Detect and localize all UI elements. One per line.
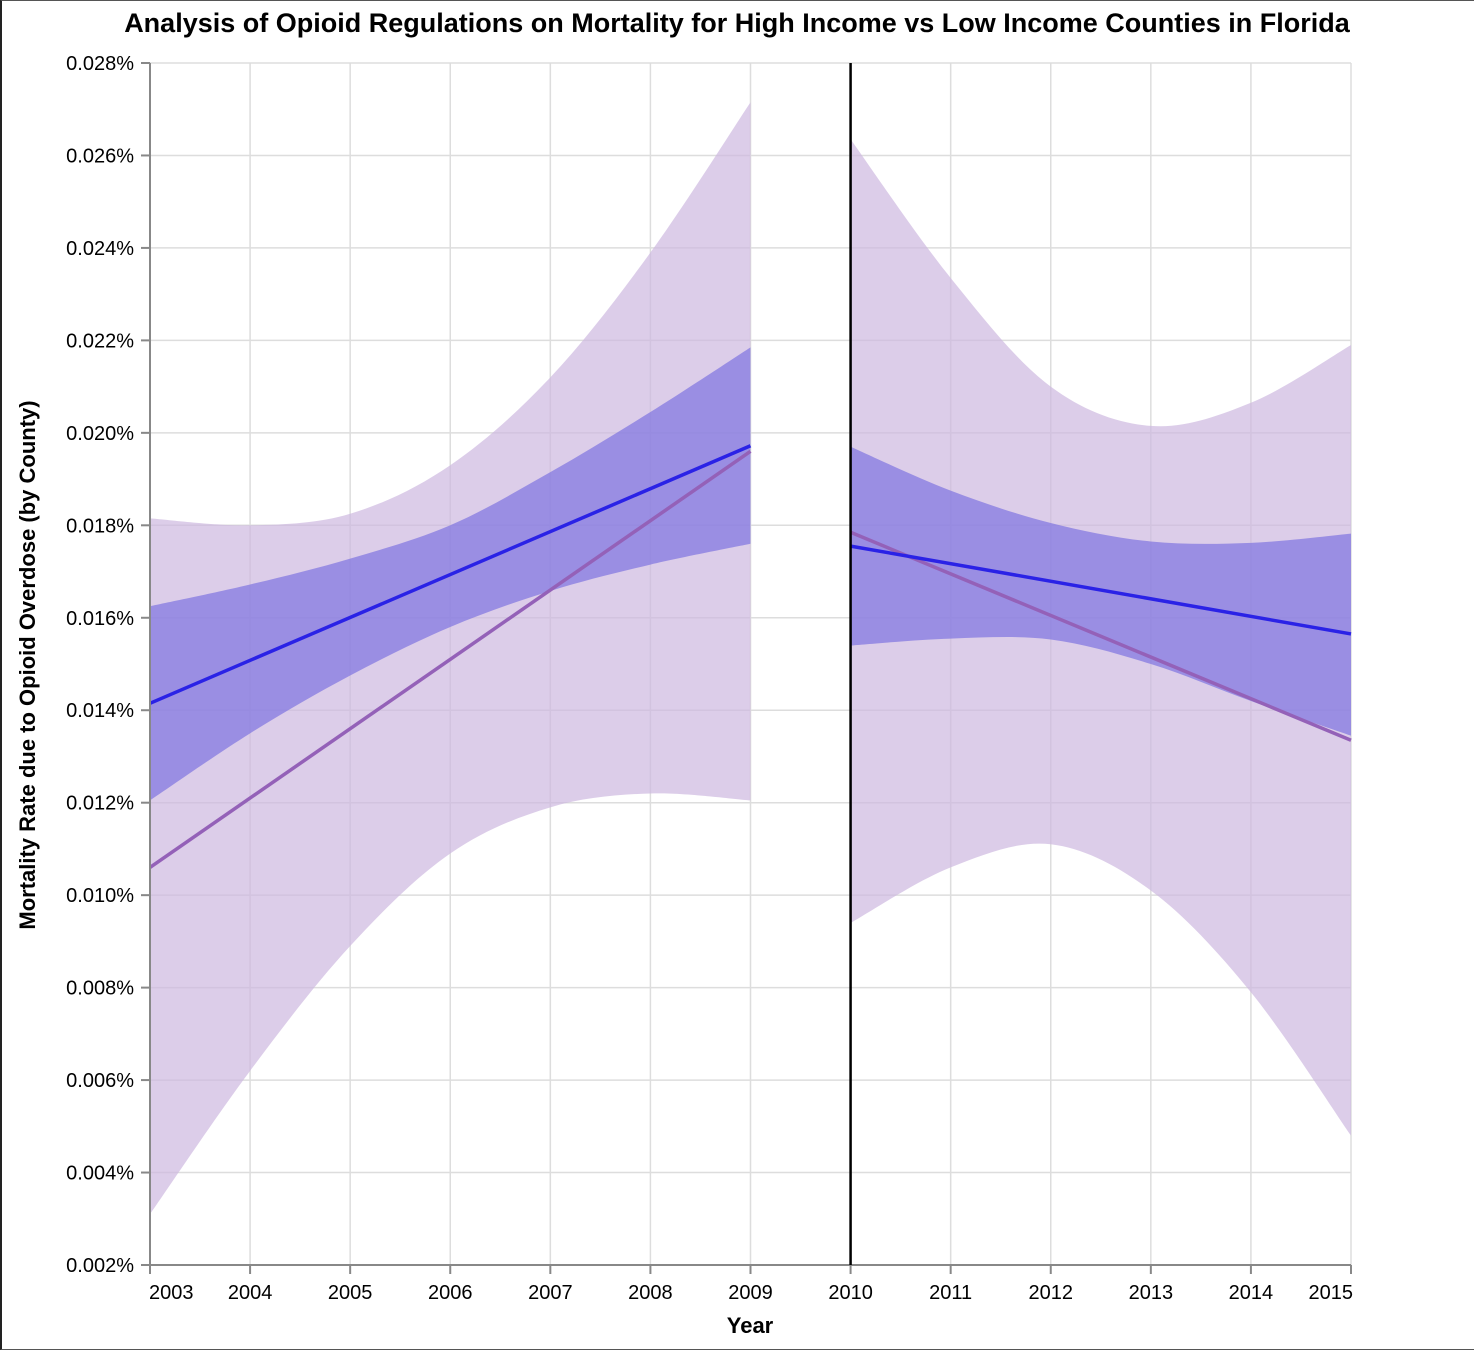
y-tick-label: 0.018% <box>66 515 134 537</box>
y-tick-label: 0.002% <box>66 1255 134 1277</box>
y-tick-label: 0.012% <box>66 793 134 815</box>
x-tick-label: 2006 <box>428 1282 473 1304</box>
purple-trend-line <box>849 530 1352 742</box>
x-tick-label: 2007 <box>528 1282 573 1304</box>
y-axis-ticks: 0.002% 0.004% 0.006% 0.008% 0.010% 0.012% 0.01… <box>66 53 150 1277</box>
x-tick-label: 2005 <box>328 1282 373 1304</box>
x-tick-label: 2010 <box>828 1282 873 1304</box>
chart-title: Analysis of Opioid Regulations on Mortal… <box>124 8 1350 38</box>
x-tick-label: 2012 <box>1029 1282 1074 1304</box>
y-tick-label: 0.022% <box>66 330 134 352</box>
y-tick-label: 0.004% <box>66 1163 134 1185</box>
y-tick-label: 0.008% <box>66 978 134 1000</box>
x-axis-ticks: 2003 2004 2005 2006 2007 2008 2009 2010 2011 2012… <box>149 1265 1353 1304</box>
x-axis-label: Year <box>726 1313 774 1338</box>
y-tick-label: 0.026% <box>66 145 134 167</box>
y-tick-label: 0.020% <box>66 423 134 445</box>
y-tick-label: 0.024% <box>66 238 134 260</box>
y-tick-label: 0.016% <box>66 608 134 630</box>
blue-trend-line <box>850 544 1352 636</box>
x-tick-label: 2009 <box>728 1282 773 1304</box>
x-tick-label: 2015 <box>1309 1282 1354 1304</box>
blue-trend-line <box>149 444 752 705</box>
trend-lines <box>149 444 1352 869</box>
purple-trend-line <box>149 449 752 869</box>
x-tick-label: 2008 <box>628 1282 673 1304</box>
y-tick-label: 0.028% <box>66 53 134 75</box>
y-tick-label: 0.014% <box>66 700 134 722</box>
x-tick-label: 2013 <box>1129 1282 1174 1304</box>
y-axis-label: Mortality Rate due to Opioid Overdose (b… <box>15 400 40 930</box>
x-tick-label: 2003 <box>149 1282 194 1304</box>
x-tick-label: 2014 <box>1229 1282 1274 1304</box>
x-tick-label: 2004 <box>228 1282 273 1304</box>
x-tick-label: 2011 <box>929 1282 972 1304</box>
y-tick-label: 0.006% <box>66 1070 134 1092</box>
y-tick-label: 0.010% <box>66 885 134 907</box>
